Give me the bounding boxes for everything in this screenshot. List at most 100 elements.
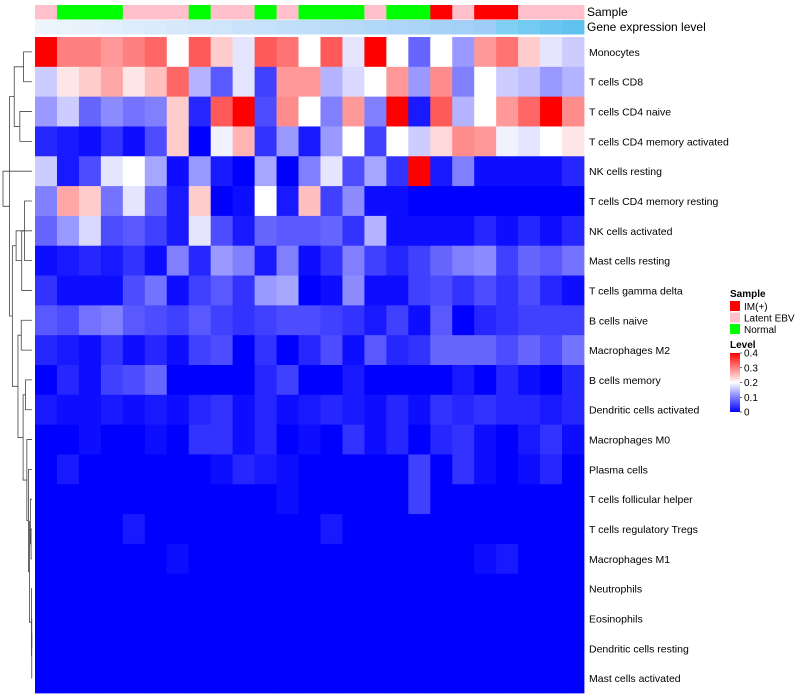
heatmap-cell (232, 365, 255, 396)
heatmap-cell (100, 573, 124, 604)
row-dendrogram (2, 51, 33, 679)
heatmap-cell (342, 514, 365, 545)
expression-annotation-cell (342, 20, 365, 35)
heatmap-cell (254, 424, 277, 455)
heatmap-cell (78, 66, 102, 98)
heatmap-cell (408, 514, 431, 545)
heatmap-cell (232, 663, 255, 694)
dendrogram-branch (9, 96, 15, 317)
row-label: B cells naive (589, 315, 648, 327)
heatmap-cell (122, 305, 146, 336)
heatmap-cell (452, 305, 475, 336)
expression-annotation-cell (122, 20, 146, 35)
heatmap-cell (408, 663, 431, 694)
row-label: Mast cells activated (589, 673, 681, 685)
heatmap-cell (320, 215, 343, 247)
heatmap-cell (540, 186, 563, 217)
heatmap-cell (342, 66, 365, 98)
heatmap-cell (144, 633, 168, 664)
heatmap-cell (122, 186, 146, 217)
heatmap-cell (496, 186, 519, 217)
heatmap-cell (540, 126, 563, 157)
heatmap-cell (320, 335, 343, 366)
heatmap-cell (342, 663, 365, 694)
heatmap-cell (144, 424, 168, 455)
legend-level-tick-label: 0.3 (744, 363, 758, 374)
heatmap-cell (210, 275, 234, 306)
heatmap-cell (144, 305, 168, 336)
heatmap-cell (188, 66, 212, 98)
row-label: NK cells resting (589, 166, 662, 178)
heatmap-cell (122, 156, 146, 187)
heatmap-cell (452, 484, 475, 515)
heatmap-cell (210, 186, 234, 217)
heatmap-cell (35, 543, 58, 575)
heatmap-cell (35, 454, 58, 485)
heatmap-cell (254, 305, 277, 336)
heatmap-cell (386, 484, 409, 515)
heatmap-cell (540, 633, 563, 664)
heatmap-cell (188, 215, 212, 247)
heatmap-cell (232, 335, 255, 366)
heatmap-cell (254, 275, 277, 306)
expression-annotation-track (35, 20, 585, 35)
heatmap-cell (254, 663, 277, 694)
heatmap-cell (35, 37, 58, 68)
heatmap-cell (144, 454, 168, 485)
heatmap-cell (210, 484, 234, 515)
heatmap-cell (35, 305, 58, 336)
heatmap-cell (342, 394, 365, 426)
heatmap-cell (540, 603, 563, 634)
annotation-track-label-expression: Gene expression level (587, 20, 706, 34)
heatmap-cell (386, 245, 409, 276)
heatmap-cell (188, 424, 212, 455)
heatmap-cell (188, 37, 212, 68)
heatmap-cell (254, 543, 277, 575)
heatmap-cell (276, 484, 299, 515)
heatmap-cell (298, 156, 321, 187)
heatmap-cell (496, 275, 519, 306)
heatmap-cell (78, 96, 102, 127)
heatmap-cell (430, 484, 453, 515)
heatmap-cell (122, 66, 146, 98)
heatmap-cell (430, 633, 453, 664)
heatmap-cell (122, 663, 146, 694)
heatmap-cell (496, 663, 519, 694)
heatmap-cell (518, 543, 541, 575)
heatmap-cell (188, 663, 212, 694)
heatmap-cell (78, 424, 102, 455)
heatmap-cell (276, 186, 299, 217)
heatmap-cell (342, 186, 365, 217)
heatmap-cell (144, 603, 168, 634)
heatmap-cell (276, 245, 299, 276)
expression-annotation-cell (562, 20, 585, 35)
heatmap-cell (320, 633, 343, 664)
heatmap-cell (298, 66, 321, 98)
heatmap-cell (78, 126, 102, 157)
heatmap-cell (122, 603, 146, 634)
heatmap-cell (78, 37, 102, 68)
heatmap-cell (276, 66, 299, 98)
legend-sample-swatch (730, 312, 740, 323)
heatmap-cell (188, 394, 212, 426)
sample-annotation-cell (408, 5, 431, 20)
heatmap-cell (35, 365, 58, 396)
heatmap-cell (320, 186, 343, 217)
heatmap-cell (78, 603, 102, 634)
heatmap-cell (78, 573, 102, 604)
heatmap-cell (408, 305, 431, 336)
legend-sample-swatch (730, 324, 740, 334)
heatmap-cell (166, 305, 190, 336)
dendrogram-branch (30, 528, 32, 560)
heatmap-cell (518, 573, 541, 604)
heatmap-cell (35, 633, 58, 664)
heatmap-cell (386, 543, 409, 575)
heatmap-cell (166, 573, 190, 604)
heatmap-cell (474, 186, 497, 217)
heatmap-cell (276, 573, 299, 604)
heatmap-cell (342, 454, 365, 485)
heatmap-cells (35, 37, 585, 694)
heatmap-cell (342, 305, 365, 336)
expression-annotation-cell (78, 20, 102, 35)
heatmap-cell (210, 424, 234, 455)
